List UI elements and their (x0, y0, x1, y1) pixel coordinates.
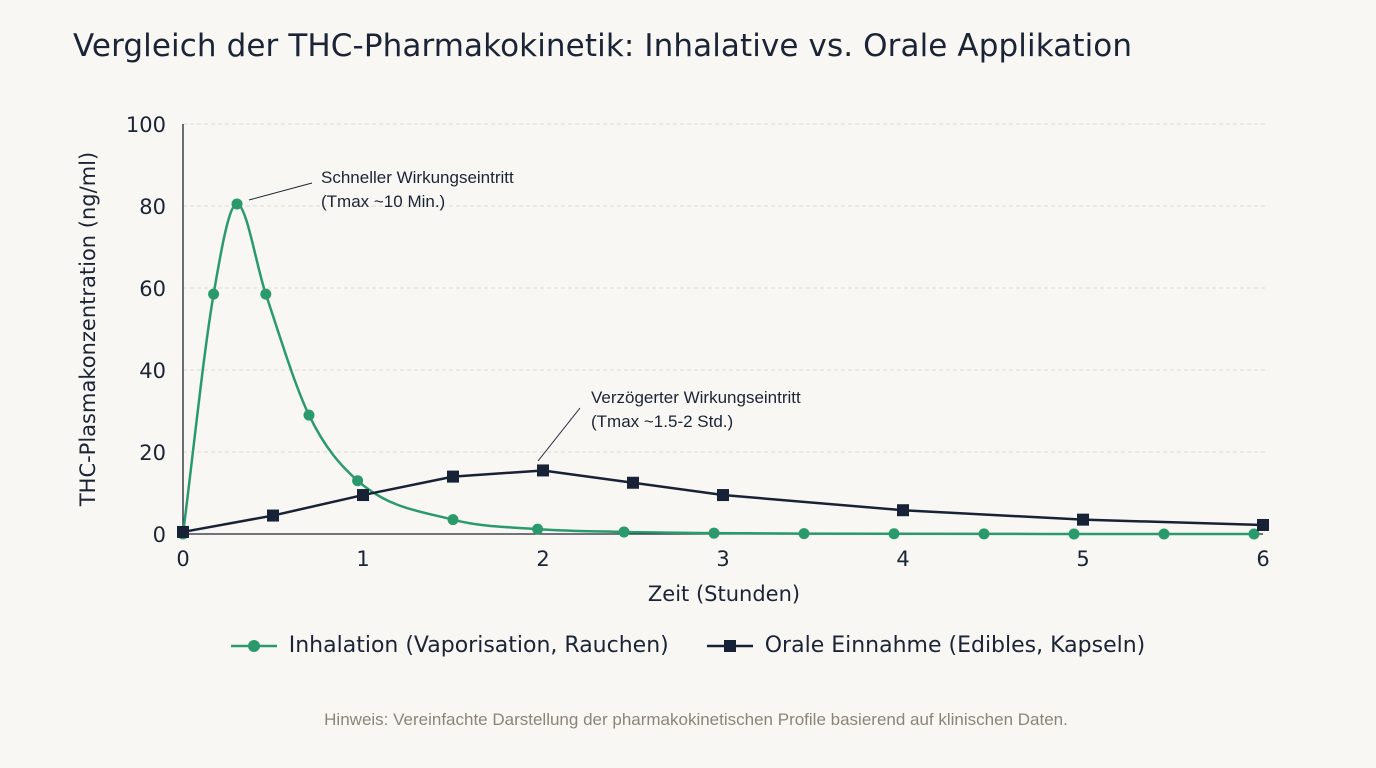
gridlines (183, 123, 1268, 453)
data-point (303, 409, 315, 421)
x-tick-label: 4 (896, 547, 909, 571)
data-point (1257, 518, 1269, 531)
annotation-leader (537, 407, 581, 462)
y-tick-label: 0 (153, 523, 166, 547)
annotation-text: (Tmax ~10 Min.) (321, 192, 445, 211)
annotation-text: (Tmax ~1.5-2 Std.) (591, 412, 733, 431)
series-inhalation (177, 198, 1260, 540)
x-tick-label: 3 (716, 547, 729, 571)
x-tick-label: 5 (1076, 547, 1089, 571)
series-oral (177, 464, 1269, 538)
legend: Inhalation (Vaporisation, Rauchen) Orale… (0, 633, 1376, 658)
circle-marker-icon (230, 639, 277, 652)
annotation-leader (248, 182, 313, 201)
data-point (537, 464, 549, 477)
legend-label-oral: Orale Einnahme (Edibles, Kapseln) (764, 633, 1146, 658)
y-tick-label: 20 (139, 441, 166, 465)
data-point (1077, 513, 1089, 526)
data-point (177, 525, 189, 538)
data-point (708, 527, 720, 539)
data-point (618, 526, 630, 538)
data-point (627, 476, 639, 489)
x-tick-label: 1 (356, 547, 369, 571)
data-point (888, 528, 900, 540)
data-point (798, 528, 810, 540)
annotation-text: Verzögerter Wirkungseintritt (591, 388, 801, 407)
annotation-text: Schneller Wirkungseintritt (321, 168, 514, 187)
annotation-delayed-onset: Verzögerter Wirkungseintritt (Tmax ~1.5-2… (537, 388, 801, 462)
data-point (1068, 528, 1080, 540)
x-tick-label: 0 (176, 547, 189, 571)
data-point (260, 288, 272, 300)
data-point (352, 475, 364, 487)
y-axis-label: THC-Plasmakonzentration (ng/ml) (76, 152, 100, 507)
line-chart: 0 20 40 60 80 100 0 1 2 3 4 5 6 Zeit (Stunden) THC-Pla… (76, 113, 1270, 606)
data-point (447, 514, 459, 526)
data-point (1158, 528, 1170, 540)
x-axis-label: Zeit (Stunden) (648, 582, 800, 606)
legend-label-inhalation: Inhalation (Vaporisation, Rauchen) (288, 633, 669, 658)
y-tick-label: 60 (139, 277, 166, 301)
data-point (357, 489, 369, 502)
chart-title: Vergleich der THC-Pharmakokinetik: Inhal… (73, 28, 1133, 64)
data-point (1248, 528, 1260, 540)
data-point (978, 528, 990, 540)
data-point (447, 470, 459, 483)
legend-item-inhalation[interactable]: Inhalation (Vaporisation, Rauchen) (230, 633, 669, 658)
legend-item-oral[interactable]: Orale Einnahme (Edibles, Kapseln) (706, 633, 1146, 658)
data-point (717, 489, 729, 502)
x-tick-label: 6 (1256, 547, 1269, 571)
y-tick-label: 100 (126, 113, 166, 137)
series-layer (177, 198, 1269, 540)
series-line (181, 202, 1254, 536)
axes: 0 20 40 60 80 100 0 1 2 3 4 5 6 Zeit (Stunden) THC-Pla… (76, 113, 1270, 606)
square-marker-icon (706, 639, 753, 652)
data-point (267, 509, 279, 522)
series-line (182, 469, 1264, 534)
data-point (231, 198, 243, 210)
data-point (208, 288, 220, 300)
y-tick-label: 80 (139, 195, 166, 219)
data-point (897, 504, 909, 517)
x-tick-label: 2 (536, 547, 549, 571)
annotations: Schneller Wirkungseintritt (Tmax ~10 Min.… (248, 168, 801, 462)
annotation-fast-onset: Schneller Wirkungseintritt (Tmax ~10 Min.… (248, 168, 514, 211)
data-point (532, 523, 544, 535)
y-tick-label: 40 (139, 359, 166, 383)
footnote: Hinweis: Vereinfachte Darstellung der ph… (324, 710, 1068, 729)
